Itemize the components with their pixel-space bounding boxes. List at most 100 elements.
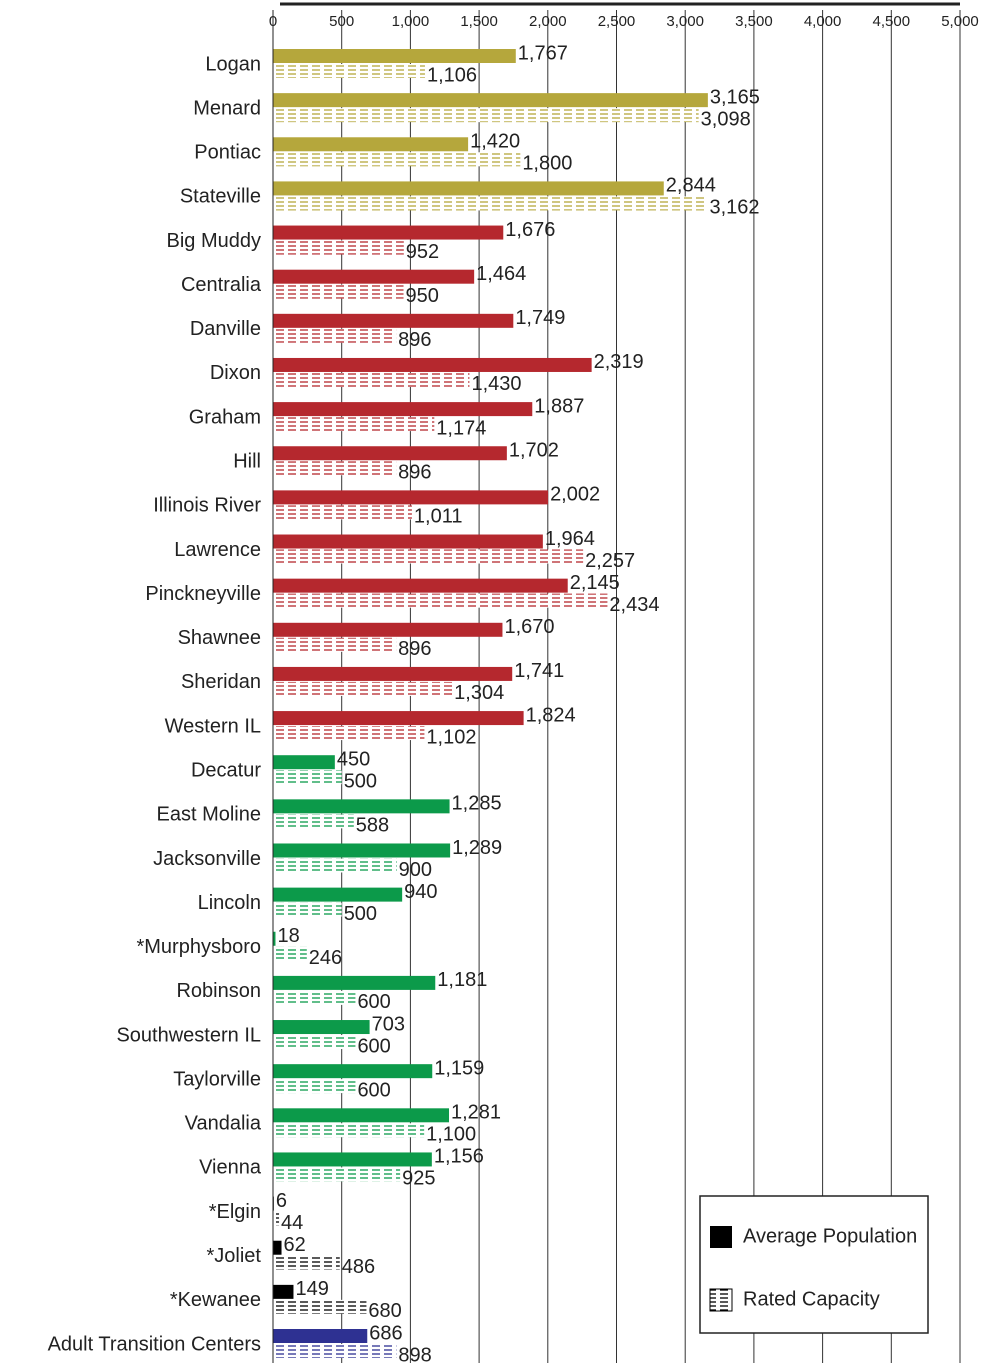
value-label: 500 (344, 770, 377, 792)
value-label: 600 (357, 1035, 390, 1057)
bar (273, 593, 608, 608)
value-label: 925 (402, 1168, 435, 1190)
category-label: Sheridan (181, 671, 261, 693)
value-label: 1,964 (545, 528, 595, 550)
value-label: 2,434 (609, 594, 659, 616)
category-label: Centralia (181, 274, 262, 296)
value-label: 703 (372, 1013, 405, 1035)
legend-swatch (710, 1226, 732, 1248)
category-label: Hill (233, 451, 261, 473)
category-label: Pontiac (194, 142, 261, 164)
value-label: 3,098 (701, 108, 751, 130)
bar (273, 108, 699, 123)
value-label: 18 (277, 925, 299, 947)
value-label: 1,741 (514, 660, 564, 682)
bar (273, 64, 425, 78)
value-label: 600 (357, 1079, 390, 1101)
bar (273, 372, 470, 387)
bar (273, 975, 436, 990)
bar (273, 902, 342, 917)
legend-swatch (709, 1288, 733, 1312)
value-label: 450 (337, 748, 370, 770)
value-label: 1,011 (414, 506, 463, 528)
value-label: 44 (281, 1212, 303, 1234)
category-label: Illinois River (153, 495, 261, 517)
bar (273, 269, 475, 284)
value-label: 952 (406, 241, 439, 263)
value-label: 1,304 (454, 682, 504, 704)
bar (273, 240, 404, 255)
bar (273, 1123, 425, 1138)
legend-label: Average Population (743, 1225, 917, 1247)
bar (273, 1108, 450, 1123)
category-label: *Murphysboro (136, 936, 261, 958)
value-label: 3,162 (709, 197, 759, 219)
category-label: Decatur (191, 759, 261, 781)
value-label: 2,002 (550, 484, 600, 506)
x-tick-label: 1,000 (392, 13, 430, 30)
value-label: 896 (398, 462, 431, 484)
value-label: 1,824 (526, 704, 576, 726)
bar (273, 799, 450, 814)
x-tick-label: 1,500 (460, 13, 498, 30)
x-tick-label: 5,000 (941, 13, 979, 30)
value-label: 6 (276, 1190, 287, 1212)
bar (273, 931, 276, 946)
bar (273, 284, 404, 299)
category-label: Lincoln (198, 892, 261, 914)
bar (273, 137, 469, 152)
bar (273, 681, 453, 696)
value-label: 1,702 (509, 440, 559, 462)
value-label: 1,289 (452, 837, 502, 859)
bar (273, 461, 397, 476)
bar (273, 490, 549, 505)
category-label: *Elgin (209, 1201, 261, 1223)
value-label: 62 (284, 1234, 306, 1256)
x-tick-label: 2,000 (529, 13, 567, 30)
value-label: 2,319 (594, 351, 644, 373)
x-tick-label: 3,000 (666, 13, 704, 30)
value-label: 686 (369, 1322, 402, 1344)
category-label: Big Muddy (167, 230, 262, 252)
value-label: 149 (295, 1278, 328, 1300)
value-label: 1,676 (505, 219, 555, 241)
value-label: 940 (404, 881, 437, 903)
bar (273, 328, 397, 343)
value-label: 3,165 (710, 86, 760, 108)
bar (273, 726, 425, 741)
value-label: 896 (398, 329, 431, 351)
bar (273, 1167, 401, 1182)
category-label: Robinson (176, 980, 261, 1002)
bar (273, 313, 514, 328)
value-label: 588 (356, 815, 389, 837)
value-label: 898 (398, 1344, 431, 1363)
bar (273, 887, 403, 902)
value-label: 1,100 (426, 1124, 476, 1146)
value-label: 1,174 (436, 417, 486, 439)
legend-box (699, 1195, 929, 1334)
value-label: 1,106 (427, 64, 477, 86)
value-label: 1,159 (434, 1057, 484, 1079)
category-label: Vandalia (185, 1113, 262, 1135)
bar (273, 1240, 282, 1255)
category-label: *Kewanee (170, 1289, 261, 1311)
x-tick-label: 3,500 (735, 13, 773, 30)
value-label: 1,767 (518, 42, 568, 64)
value-label: 896 (398, 638, 431, 660)
bar (273, 990, 356, 1005)
value-label: 1,464 (476, 263, 526, 285)
value-label: 1,102 (426, 726, 476, 748)
category-label: Western IL (165, 715, 261, 737)
category-label: Lawrence (174, 539, 261, 561)
value-label: 950 (406, 285, 439, 307)
x-tick-label: 4,500 (873, 13, 911, 30)
category-label: Graham (189, 406, 261, 428)
value-label: 1,420 (470, 131, 520, 153)
category-label: *Joliet (207, 1245, 262, 1267)
bar (273, 181, 664, 196)
bar (273, 196, 708, 211)
bar (273, 1064, 433, 1079)
bar (273, 666, 513, 681)
bar (273, 1329, 368, 1343)
